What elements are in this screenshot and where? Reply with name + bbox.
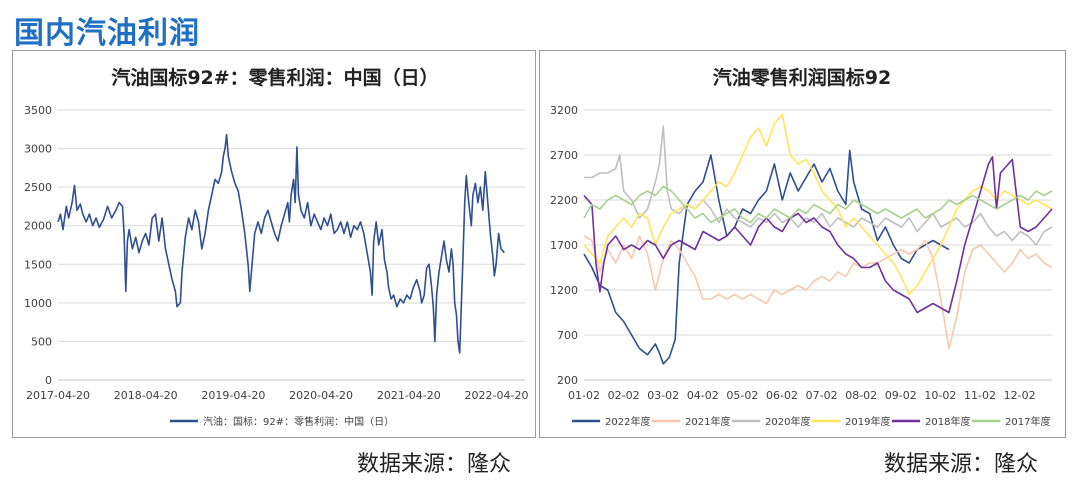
y-tick-label: 0 [45,374,52,387]
chart-right: 汽油零售利润国标92 200 700 1200 1700 2200 2700 3200 01-0… [550,66,1053,428]
x-tick-label: 12-02 [1004,389,1036,402]
x-tick-label: 2018-04-20 [114,389,178,402]
legend-label: 2020年度 [765,415,810,428]
legend-label: 2019年度 [845,415,890,428]
y-tick-label: 2700 [550,149,578,162]
series-line-2022年度 [583,149,950,365]
x-tick-label: 05-02 [726,389,758,402]
y-tick-label: 500 [31,335,52,348]
chart-panel-left: 汽油国标92#：零售利润：中国（日） 0 500 1000 1500 2000 2500 30… [12,50,536,438]
series-line-2021年度 [583,235,1053,350]
legend-label: 汽油：国标：92#：零售利润：中国（日） [203,415,394,428]
x-tick-label: 10-02 [924,389,956,402]
legend-label: 2022年度 [605,415,650,428]
y-tick-label: 2000 [24,220,52,233]
x-tick-label: 02-02 [608,389,640,402]
y-tick-label: 1200 [550,284,578,297]
chart-title: 汽油零售利润国标92 [713,66,891,89]
series-line-2017年度 [583,185,1053,224]
y-tick-label: 1700 [550,239,578,252]
x-tick-label: 2021-04-20 [377,389,441,402]
series-line-2019年度 [583,113,1053,296]
series-line-汽油：国标：92#：零售利润：中国（日） [57,133,505,354]
y-tick-label: 700 [557,329,578,342]
y-tick-label: 3200 [550,104,578,117]
x-tick-label: 06-02 [766,389,798,402]
x-tick-label: 01-02 [568,389,600,402]
source-note-right: 数据来源：隆众 [884,452,1039,477]
page-title: 国内汽油利润 [14,16,200,51]
legend-label: 2021年度 [685,415,730,428]
legend-label: 2018年度 [925,415,970,428]
x-tick-label: 11-02 [964,389,996,402]
series-line-2018年度 [583,156,1053,314]
x-tick-label: 07-02 [806,389,838,402]
y-tick-label: 2200 [550,194,578,207]
x-tick-label: 08-02 [845,389,877,402]
y-tick-label: 2500 [24,181,52,194]
y-tick-label: 200 [557,374,578,387]
x-tick-label: 03-02 [647,389,679,402]
source-note-left: 数据来源：隆众 [357,452,512,477]
y-tick-label: 3000 [24,143,52,156]
y-tick-label: 1000 [24,297,52,310]
x-tick-label: 04-02 [687,389,719,402]
x-tick-label: 2022-04-20 [465,389,529,402]
x-tick-label: 2017-04-20 [26,389,90,402]
y-tick-label: 1500 [24,258,52,271]
x-tick-label: 09-02 [885,389,917,402]
chart-title: 汽油国标92#：零售利润：中国（日） [111,66,438,89]
series-line-2020年度 [584,125,1053,246]
legend-label: 2017年度 [1005,415,1050,428]
chart-panel-right: 汽油零售利润国标92 200 700 1200 1700 2200 2700 3200 01-0… [539,50,1066,438]
chart-left: 汽油国标92#：零售利润：中国（日） 0 500 1000 1500 2000 2500 30… [24,66,529,428]
x-tick-label: 2019-04-20 [201,389,265,402]
y-tick-label: 3500 [24,104,52,117]
x-tick-label: 2020-04-20 [289,389,353,402]
